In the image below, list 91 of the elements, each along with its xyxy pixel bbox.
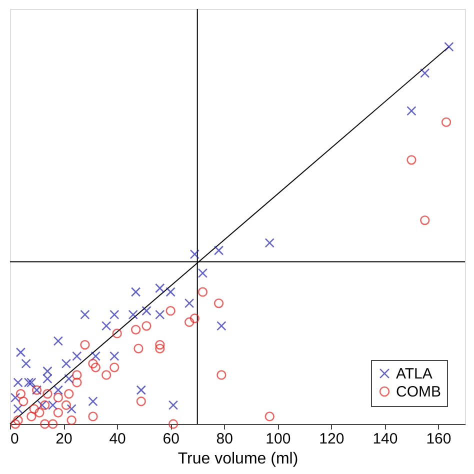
point [66, 404, 76, 414]
point [88, 358, 98, 368]
point [166, 306, 176, 316]
point [26, 412, 36, 422]
legend-label: ATLA [396, 366, 432, 382]
point [168, 400, 178, 410]
point [61, 358, 72, 368]
point [214, 298, 224, 308]
point [112, 328, 122, 338]
point [53, 336, 64, 346]
point [72, 351, 82, 361]
x-tick-label: 60 [162, 430, 180, 448]
point [155, 310, 165, 320]
point [16, 388, 26, 399]
point [90, 362, 100, 372]
point [142, 321, 152, 331]
point [80, 310, 90, 320]
point [168, 419, 178, 429]
point [53, 385, 64, 395]
point [155, 283, 165, 294]
point [130, 324, 141, 335]
point [88, 396, 98, 406]
point [53, 408, 64, 418]
point [155, 340, 165, 350]
x-tick-label: 140 [372, 430, 398, 448]
point [37, 400, 47, 410]
point [134, 344, 144, 354]
point [102, 370, 112, 380]
point [155, 344, 165, 354]
point [29, 404, 39, 414]
point [61, 400, 72, 410]
point [24, 378, 34, 388]
point [216, 321, 226, 331]
point [42, 388, 52, 399]
point [18, 396, 28, 406]
point [184, 298, 194, 308]
legend-label: COMB [396, 384, 441, 400]
x-axis-title: True volume (ml) [178, 450, 298, 468]
point [264, 238, 274, 248]
point [88, 412, 98, 422]
point [26, 378, 36, 388]
point [64, 374, 74, 384]
point [136, 385, 146, 395]
point [13, 415, 23, 426]
point [264, 412, 274, 422]
point [166, 287, 176, 297]
point [142, 306, 152, 316]
point [34, 408, 44, 418]
point [136, 396, 146, 406]
point [441, 117, 452, 128]
point [48, 419, 58, 429]
point [13, 378, 23, 388]
point [420, 68, 430, 78]
point [420, 215, 430, 226]
point [198, 287, 208, 297]
point [130, 287, 141, 297]
point [102, 321, 112, 331]
point [53, 392, 64, 402]
x-tick-label: 100 [266, 430, 291, 448]
point [198, 268, 208, 278]
point [80, 340, 90, 350]
point [10, 392, 20, 402]
point [128, 310, 138, 320]
point [110, 362, 120, 372]
point [190, 249, 200, 260]
point [48, 400, 58, 410]
point [190, 314, 200, 324]
x-tick-label: 120 [319, 430, 344, 448]
point [40, 419, 50, 429]
point [214, 246, 224, 256]
x-tick-label: 0 [10, 430, 19, 448]
point [16, 347, 26, 358]
point [406, 155, 416, 165]
point [216, 370, 226, 380]
x-tick-label: 40 [109, 430, 126, 448]
x-tick-label: 20 [56, 430, 72, 448]
point [40, 400, 50, 410]
point [64, 388, 74, 399]
point [72, 370, 82, 380]
point [13, 404, 23, 414]
point [444, 42, 454, 52]
point [21, 358, 31, 368]
point [110, 310, 120, 320]
point [406, 106, 416, 116]
point [110, 351, 120, 361]
point [90, 351, 100, 361]
x-tick-label: 80 [216, 430, 233, 448]
point [184, 317, 194, 327]
x-tick-label: 160 [426, 430, 452, 448]
point [72, 378, 82, 388]
point [66, 415, 76, 426]
